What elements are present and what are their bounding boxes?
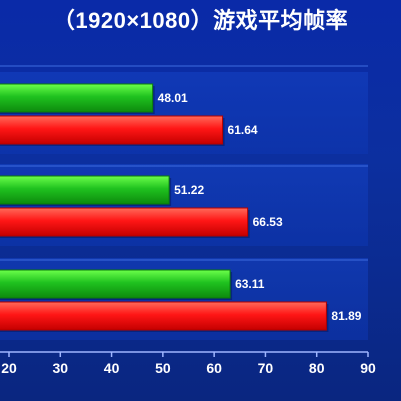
x-tick-label-70: 70 [258,360,274,376]
bar-s1-g1 [0,83,154,113]
bar-s2-g3 [0,301,327,331]
bar-s1-g3 [0,269,231,299]
data-label-s2-g3: 81.89 [331,309,361,323]
x-tick-label-40: 40 [104,360,120,376]
data-label-s1-g2: 51.22 [174,183,204,197]
bar-s2-g1 [0,115,224,145]
data-label-s2-g1: 61.64 [228,123,258,137]
x-tick-label-60: 60 [206,360,222,376]
bar-s1-g2 [0,175,170,205]
x-tick-label-80: 80 [309,360,325,376]
bar-s2-g2 [0,207,249,237]
data-label-s1-g1: 48.01 [158,91,188,105]
x-tick-label-20: 20 [1,360,17,376]
x-tick-label-30: 30 [52,360,68,376]
data-label-s2-g2: 66.53 [253,215,283,229]
data-label-s1-g3: 63.11 [235,277,265,291]
chart-title: （1920×1080）游戏平均帧率 [52,8,349,33]
x-tick-label-90: 90 [360,360,376,376]
x-tick-label-50: 50 [155,360,171,376]
